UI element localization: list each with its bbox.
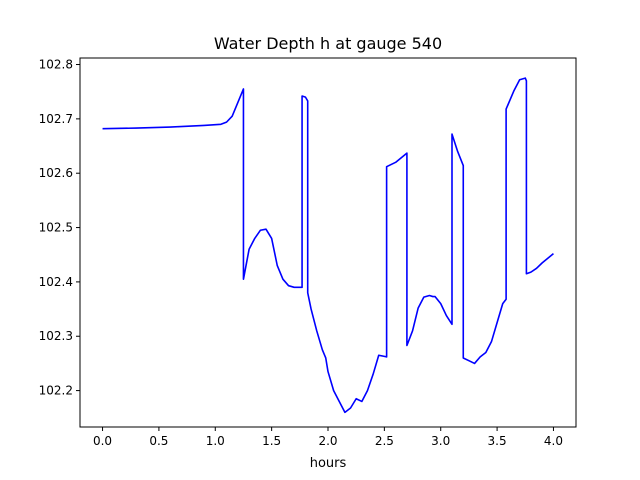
y-tick-label: 102.5 <box>39 221 73 235</box>
y-tick-label: 102.6 <box>39 166 73 180</box>
y-tick-label: 102.7 <box>39 112 73 126</box>
x-tick-label: 4.0 <box>544 434 563 448</box>
y-tick-label: 102.4 <box>39 275 73 289</box>
y-tick-label: 102.2 <box>39 384 73 398</box>
x-axis-label: hours <box>310 456 347 471</box>
x-tick-label: 2.5 <box>375 434 394 448</box>
y-tick-label: 102.3 <box>39 329 73 343</box>
x-tick-label: 3.5 <box>488 434 507 448</box>
y-tick-label: 102.8 <box>39 58 73 72</box>
y-axis-ticks: 102.2 102.3 102.4 102.5 102.6 102.7 102.8 <box>39 58 80 398</box>
chart-title: Water Depth h at gauge 540 <box>214 34 442 53</box>
series-line-0 <box>102 77 554 414</box>
x-tick-label: 1.5 <box>262 434 281 448</box>
x-tick-label: 2.0 <box>318 434 337 448</box>
plot-data-layer <box>102 77 554 414</box>
x-tick-label: 0.0 <box>93 434 112 448</box>
x-tick-label: 3.0 <box>431 434 450 448</box>
x-axis-ticks: 0.0 0.5 1.0 1.5 2.0 2.5 3.0 3.5 4.0 <box>93 427 563 448</box>
x-tick-label: 1.0 <box>206 434 225 448</box>
x-tick-label: 0.5 <box>149 434 168 448</box>
